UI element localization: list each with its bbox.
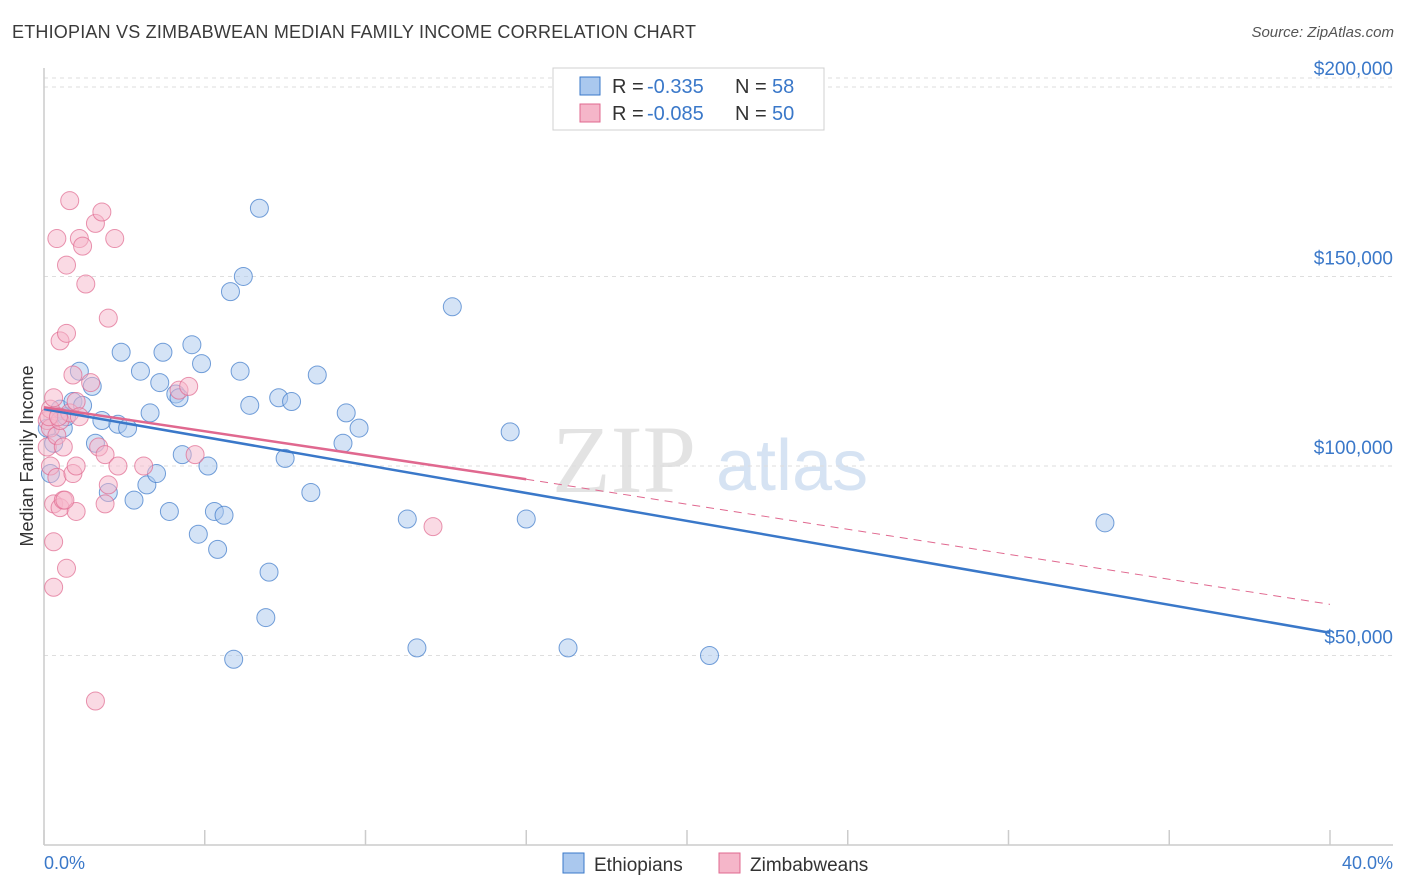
bottom-legend-zimbabweans: Zimbabweans [750, 855, 868, 876]
bottom-legend-swatch-zimbabweans [718, 852, 741, 874]
point-ethiopians-38 [249, 198, 269, 218]
point-ethiopians-22 [159, 501, 179, 521]
y-tick-label-50000: $50,000 [1324, 627, 1393, 648]
point-zimbabweans-7 [44, 532, 64, 552]
point-ethiopians-43 [282, 392, 302, 412]
y-axis-label: Median Family Income [17, 365, 37, 546]
point-ethiopians-44 [301, 483, 321, 503]
point-ethiopians-33 [220, 282, 240, 302]
point-ethiopians-18 [140, 403, 160, 423]
legend-n-value-2: 50 [772, 103, 794, 125]
point-zimbabweans-10 [47, 467, 67, 487]
point-ethiopians-31 [208, 539, 228, 559]
point-ethiopians-51 [442, 297, 462, 317]
point-zimbabweans-26 [66, 501, 86, 521]
legend-r-label-1: R = [612, 76, 644, 98]
point-zimbabweans-30 [76, 274, 96, 294]
legend-n-value-1: 58 [772, 76, 794, 98]
point-zimbabweans-16 [53, 437, 73, 457]
point-ethiopians-35 [230, 361, 250, 381]
bottom-legend-ethiopians: Ethiopians [594, 855, 683, 876]
point-ethiopians-36 [233, 266, 253, 286]
legend-r-value-2: -0.085 [647, 103, 704, 125]
y-tick-labels: $50,000 $100,000 $150,000 $200,000 [1314, 59, 1393, 649]
point-zimbabweans-18 [57, 323, 77, 343]
legend-swatch-pink [579, 103, 601, 123]
point-zimbabweans-45 [423, 517, 443, 537]
y-tick-label-100000: $100,000 [1314, 438, 1393, 459]
point-ethiopians-40 [259, 562, 279, 582]
legend-n-label-2: N = [735, 103, 767, 125]
y-tick-label-150000: $150,000 [1314, 248, 1393, 269]
point-ethiopians-46 [333, 433, 353, 453]
point-ethiopians-29 [198, 456, 218, 476]
point-zimbabweans-48 [55, 490, 75, 510]
point-zimbabweans-36 [95, 494, 115, 514]
x-tick-label-max: 40.0% [1342, 853, 1393, 873]
point-zimbabweans-23 [63, 365, 83, 385]
point-zimbabweans-25 [66, 456, 86, 476]
chart-source: Source: ZipAtlas.com [1251, 24, 1394, 41]
legend-swatch-blue [579, 76, 601, 96]
trend-line-zimbabweans [43, 405, 527, 481]
point-zimbabweans-19 [57, 558, 77, 578]
series-legend: Ethiopians Zimbabweans [562, 852, 868, 876]
point-ethiopians-45 [307, 365, 327, 385]
chart-title: ETHIOPIAN VS ZIMBABWEAN MEDIAN FAMILY IN… [12, 22, 697, 42]
y-tick-label-200000: $200,000 [1314, 59, 1393, 80]
point-zimbabweans-44 [185, 445, 205, 465]
point-zimbabweans-8 [44, 577, 64, 597]
point-ethiopians-14 [111, 342, 131, 362]
point-ethiopians-47 [336, 403, 356, 423]
point-zimbabweans-20 [60, 191, 80, 211]
legend-r-value-1: -0.335 [647, 76, 704, 98]
point-ethiopians-26 [182, 335, 202, 355]
point-zimbabweans-41 [134, 456, 154, 476]
point-ethiopians-16 [130, 361, 150, 381]
point-ethiopians-49 [397, 509, 417, 529]
legend-n-label-1: N = [735, 76, 767, 98]
point-zimbabweans-17 [57, 255, 77, 275]
point-zimbabweans-32 [85, 691, 105, 711]
trend-line-zimbabweans-extension [526, 478, 1331, 605]
x-tick-label-min: 0.0% [44, 853, 85, 873]
point-zimbabweans-35 [95, 445, 115, 465]
point-zimbabweans-40 [108, 456, 128, 476]
point-ethiopians-32 [214, 505, 234, 525]
point-ethiopians-50 [407, 638, 427, 658]
point-zimbabweans-34 [92, 202, 112, 222]
point-ethiopians-27 [188, 524, 208, 544]
point-ethiopians-15 [124, 490, 144, 510]
point-ethiopians-48 [349, 418, 369, 438]
point-zimbabweans-38 [98, 475, 118, 495]
point-ethiopians-42 [275, 448, 295, 468]
series-zimbabweans-points [37, 191, 443, 711]
legend-r-label-2: R = [612, 103, 644, 125]
point-ethiopians-56 [1095, 513, 1115, 533]
correlation-legend: R = -0.335 N = 58 R = -0.085 N = 50 [552, 67, 825, 131]
point-zimbabweans-39 [105, 229, 125, 249]
point-zimbabweans-29 [73, 236, 93, 256]
point-ethiopians-39 [256, 608, 276, 628]
point-ethiopians-28 [192, 354, 212, 374]
watermark-zip: ZIP [552, 406, 696, 513]
point-zimbabweans-5 [44, 388, 64, 408]
point-ethiopians-20 [150, 373, 170, 393]
point-zimbabweans-49 [81, 373, 101, 393]
point-zimbabweans-43 [179, 376, 199, 396]
point-ethiopians-52 [500, 422, 520, 442]
point-ethiopians-54 [558, 638, 578, 658]
point-ethiopians-21 [153, 342, 173, 362]
bottom-legend-swatch-ethiopians [562, 852, 585, 874]
trend-line-ethiopians [43, 407, 1331, 634]
x-axis-ticks [43, 830, 1331, 845]
point-zimbabweans-37 [98, 308, 118, 328]
point-ethiopians-53 [516, 509, 536, 529]
point-ethiopians-37 [240, 395, 260, 415]
point-zimbabweans-11 [47, 229, 67, 249]
point-ethiopians-55 [700, 645, 720, 665]
point-ethiopians-34 [224, 649, 244, 669]
